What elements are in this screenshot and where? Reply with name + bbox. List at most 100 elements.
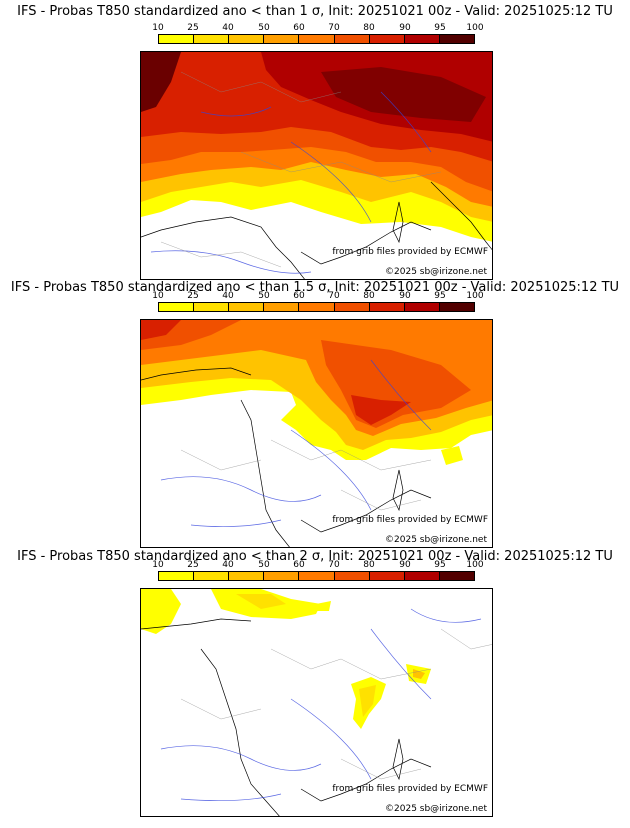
legend-label: 50 <box>258 560 270 570</box>
source-credit: from grib files provided by ECMWF <box>332 247 488 257</box>
rivers <box>160 359 432 527</box>
legend-label: 40 <box>222 23 234 33</box>
prob-area-100 <box>321 67 486 122</box>
legend-swatch <box>159 572 195 580</box>
panel-2sigma: IFS - Probas T850 standardized ano < tha… <box>0 541 630 828</box>
legend-swatch <box>369 572 405 580</box>
coastlines <box>141 618 432 816</box>
legend-swatch <box>439 303 474 311</box>
rivers <box>150 91 432 274</box>
legend-swatch <box>299 35 335 43</box>
legend-swatch <box>404 303 440 311</box>
borders <box>160 71 442 268</box>
legend-swatch <box>439 35 474 43</box>
prob-area-80-central <box>351 395 411 425</box>
legend-label: 100 <box>466 560 484 570</box>
legend-label: 90 <box>399 291 411 301</box>
legend-swatch <box>299 303 335 311</box>
legend-swatch <box>334 572 370 580</box>
prob-area-10-northeast <box>316 601 331 611</box>
legend-label: 70 <box>328 291 340 301</box>
prob-area-80 <box>141 320 181 340</box>
map-field <box>141 589 492 816</box>
legend-label: 80 <box>363 560 375 570</box>
source-credit: from grib files provided by ECMWF <box>332 784 488 794</box>
legend-label: 70 <box>328 560 340 570</box>
legend-label: 95 <box>434 560 446 570</box>
legend-label: 25 <box>187 560 199 570</box>
panel-title: IFS - Probas T850 standardized ano < tha… <box>17 549 613 564</box>
map-field <box>141 320 492 547</box>
legend-label: 95 <box>434 291 446 301</box>
borders <box>180 628 492 780</box>
legend-label: 40 <box>222 291 234 301</box>
legend-label: 80 <box>363 291 375 301</box>
probability-map: from grib files provided by ECMWF ©2025 … <box>140 319 493 548</box>
legend-swatch <box>194 35 230 43</box>
legend-label: 25 <box>187 291 199 301</box>
legend-swatch <box>194 572 230 580</box>
legend-swatch <box>229 303 265 311</box>
map-field <box>141 52 492 279</box>
legend-label: 80 <box>363 23 375 33</box>
legend-label: 60 <box>293 23 305 33</box>
legend-label: 100 <box>466 23 484 33</box>
legend-swatch <box>264 303 300 311</box>
legend-swatch <box>334 303 370 311</box>
prob-area-10-east <box>441 446 463 465</box>
legend-swatch <box>229 35 265 43</box>
legend-swatch <box>229 572 265 580</box>
panel-1-5sigma: IFS - Probas T850 standardized ano < tha… <box>0 272 630 548</box>
panel-title: IFS - Probas T850 standardized ano < tha… <box>10 280 620 295</box>
probability-map: from grib files provided by ECMWF ©2025 … <box>140 588 493 817</box>
legend-swatch <box>299 572 335 580</box>
legend-label: 50 <box>258 291 270 301</box>
borders <box>180 439 432 511</box>
legend-swatch <box>369 35 405 43</box>
legend-label: 90 <box>399 23 411 33</box>
legend-swatch <box>194 303 230 311</box>
copyright: ©2025 sb@irizone.net <box>384 535 488 545</box>
legend-label: 60 <box>293 560 305 570</box>
prob-area-40-east <box>413 669 425 679</box>
color-legend <box>158 571 475 581</box>
legend-label: 70 <box>328 23 340 33</box>
legend-label: 10 <box>152 23 164 33</box>
legend-swatch <box>404 35 440 43</box>
legend-label: 90 <box>399 560 411 570</box>
legend-ticks: 10 25 40 50 60 70 80 90 95 100 <box>152 291 483 302</box>
legend-ticks: 10 25 40 50 60 70 80 90 95 100 <box>152 23 483 34</box>
prob-area-100-west <box>141 52 181 112</box>
legend-label: 25 <box>187 23 199 33</box>
rivers <box>160 608 482 802</box>
coastlines <box>141 367 432 547</box>
legend-label: 40 <box>222 560 234 570</box>
copyright: ©2025 sb@irizone.net <box>384 267 488 277</box>
legend-label: 100 <box>466 291 484 301</box>
prob-area-10-west <box>141 589 181 634</box>
legend-swatch <box>334 35 370 43</box>
color-legend <box>158 302 475 312</box>
legend-label: 10 <box>152 560 164 570</box>
legend-swatch <box>159 35 195 43</box>
legend-label: 60 <box>293 291 305 301</box>
legend-label: 10 <box>152 291 164 301</box>
prob-area-25-channel <box>236 594 286 609</box>
legend-swatch <box>369 303 405 311</box>
legend-label: 95 <box>434 23 446 33</box>
legend-ticks: 10 25 40 50 60 70 80 90 95 100 <box>152 560 483 571</box>
source-credit: from grib files provided by ECMWF <box>332 515 488 525</box>
legend-swatch <box>264 572 300 580</box>
color-legend <box>158 34 475 44</box>
panel-1sigma: IFS - Probas T850 standardized ano < tha… <box>0 4 630 280</box>
coastlines <box>141 181 492 279</box>
legend-swatch <box>404 572 440 580</box>
legend-swatch <box>264 35 300 43</box>
legend-label: 50 <box>258 23 270 33</box>
legend-swatch <box>159 303 195 311</box>
prob-area-25-alps <box>359 685 376 717</box>
copyright: ©2025 sb@irizone.net <box>384 804 488 814</box>
legend-swatch <box>439 572 474 580</box>
probability-map: from grib files provided by ECMWF ©2025 … <box>140 51 493 280</box>
panel-title: IFS - Probas T850 standardized ano < tha… <box>17 4 613 19</box>
